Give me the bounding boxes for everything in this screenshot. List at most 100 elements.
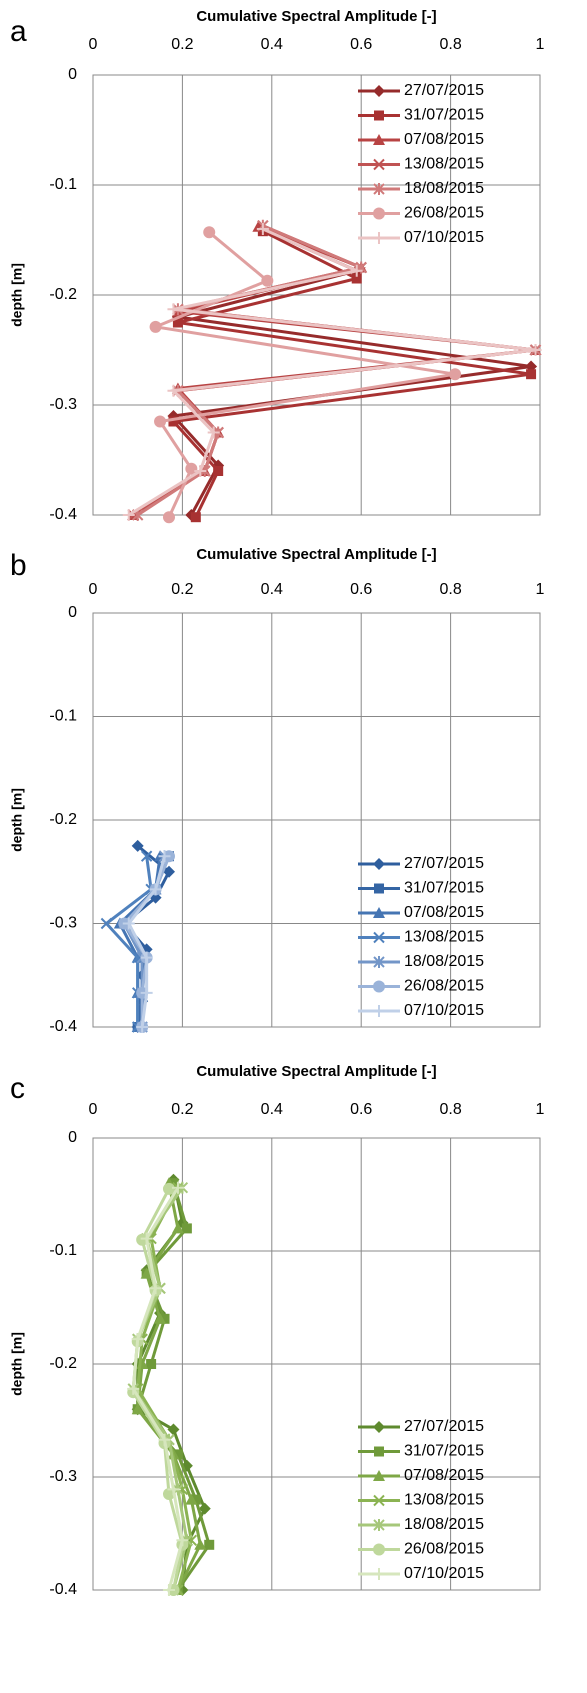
legend-label: 18/08/2015	[404, 953, 484, 970]
y-tick-label: -0.2	[49, 811, 77, 828]
legend-label: 07/08/2015	[404, 1467, 484, 1484]
x-tick-label: 0.2	[171, 1101, 193, 1118]
data-point	[149, 1282, 162, 1295]
data-point	[100, 917, 113, 930]
data-point	[213, 466, 224, 476]
x-tick-label: 0.2	[171, 36, 193, 53]
data-point	[167, 1423, 180, 1436]
data-point	[149, 883, 162, 896]
y-tick-label: -0.4	[49, 1018, 77, 1035]
series-line	[104, 856, 153, 1027]
legend-label: 26/08/2015	[404, 205, 484, 222]
data-point	[185, 1493, 198, 1505]
data-point	[167, 384, 180, 397]
legend-marker	[373, 907, 385, 918]
legend-marker	[373, 956, 385, 968]
data-point	[162, 1584, 175, 1596]
data-point	[140, 951, 153, 964]
data-point	[190, 1494, 201, 1505]
legend-label: 18/08/2015	[404, 1516, 484, 1533]
x-tick-label: 0.4	[261, 36, 283, 53]
legend-marker	[373, 85, 385, 97]
data-point	[136, 1021, 149, 1033]
legend-marker	[373, 1470, 385, 1481]
legend-label: 27/07/2015	[404, 1418, 484, 1435]
x-tick-label: 0.8	[439, 1101, 461, 1118]
x-tick-label: 0	[89, 581, 98, 598]
x-tick-label: 0.6	[350, 1101, 372, 1118]
x-tick-label: 1	[536, 581, 545, 598]
legend-marker	[373, 1543, 385, 1556]
data-point	[127, 1382, 140, 1395]
data-point	[167, 1483, 180, 1496]
x-tick-label: 0.2	[171, 581, 193, 598]
legend-label: 07/08/2015	[404, 131, 484, 148]
data-point	[190, 512, 201, 523]
data-point	[131, 1403, 144, 1415]
legend-label: 26/08/2015	[404, 1541, 484, 1558]
data-point	[181, 1223, 192, 1234]
y-tick-label: 0	[68, 1129, 77, 1146]
data-point	[261, 274, 274, 287]
legend-label: 13/08/2015	[404, 929, 484, 946]
legend-marker	[373, 1005, 385, 1017]
x-tick-label: 0	[89, 36, 98, 53]
legend-marker	[373, 1421, 385, 1433]
data-point	[149, 320, 162, 333]
data-point	[171, 1181, 184, 1194]
legend-marker	[373, 1494, 385, 1507]
x-tick-label: 0.6	[350, 581, 372, 598]
y-tick-label: -0.3	[49, 396, 77, 413]
legend-marker	[373, 207, 385, 220]
x-tick-label: 0.8	[439, 581, 461, 598]
data-point	[207, 426, 220, 439]
data-point	[136, 1233, 149, 1246]
data-point	[154, 415, 167, 428]
legend-label: 18/08/2015	[404, 180, 484, 197]
legend-label: 27/07/2015	[404, 855, 484, 872]
data-point	[131, 1333, 144, 1346]
panel-label: b	[10, 549, 27, 582]
panel-label: a	[10, 15, 27, 48]
legend-marker	[373, 1568, 385, 1580]
x-tick-label: 0.6	[350, 36, 372, 53]
data-point	[204, 1539, 215, 1550]
legend-label: 31/07/2015	[404, 1443, 484, 1460]
legend-marker	[373, 931, 385, 944]
y-axis-label: depth [m]	[9, 1332, 25, 1396]
data-point	[171, 1222, 184, 1234]
y-tick-label: -0.3	[49, 915, 77, 932]
data-point	[168, 416, 179, 427]
panel-label: c	[10, 1072, 25, 1105]
legend-marker	[373, 158, 385, 171]
data-point	[140, 986, 153, 999]
x-tick-label: 0.4	[261, 1101, 283, 1118]
legend-label: 31/07/2015	[404, 880, 484, 897]
data-point	[162, 865, 175, 878]
data-point	[162, 1182, 175, 1195]
y-axis-label: depth [m]	[9, 263, 25, 327]
y-tick-label: -0.1	[49, 708, 77, 725]
data-point	[159, 1313, 170, 1324]
legend-label: 07/10/2015	[404, 1002, 484, 1019]
x-tick-label: 1	[536, 36, 545, 53]
y-tick-label: -0.1	[49, 1242, 77, 1259]
data-point	[140, 1267, 153, 1279]
y-tick-label: 0	[68, 604, 77, 621]
y-tick-label: -0.2	[49, 1355, 77, 1372]
legend-marker	[374, 883, 384, 894]
x-tick-label: 0.8	[439, 36, 461, 53]
data-point	[198, 1502, 211, 1515]
data-point	[194, 1538, 207, 1550]
legend-label: 13/08/2015	[404, 156, 484, 173]
y-axis-label: depth [m]	[9, 788, 25, 852]
legend-label: 31/07/2015	[404, 107, 484, 124]
data-point	[350, 264, 363, 277]
data-point	[158, 1433, 171, 1446]
data-point	[526, 369, 537, 380]
legend-marker	[373, 134, 385, 145]
x-tick-label: 0	[89, 1101, 98, 1118]
series-line	[127, 227, 536, 517]
x-tick-label: 1	[536, 1101, 545, 1118]
